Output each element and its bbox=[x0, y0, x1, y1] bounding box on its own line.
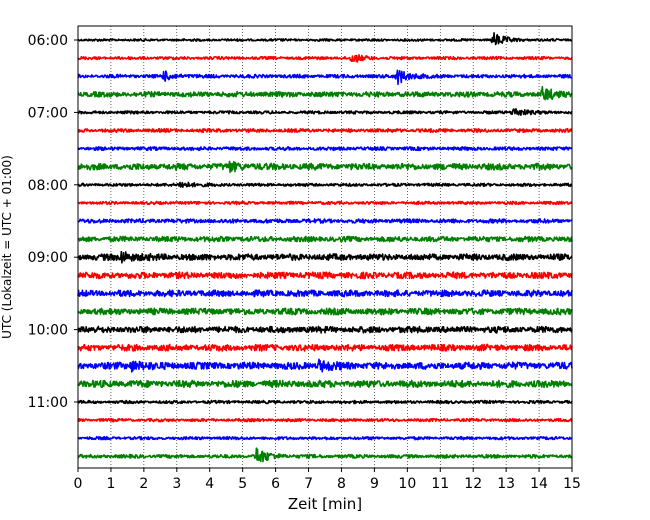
seismogram-trace bbox=[77, 69, 573, 86]
trace-group bbox=[77, 32, 573, 463]
x-tick-label: 1 bbox=[106, 476, 115, 492]
x-tick-label: 6 bbox=[271, 476, 280, 492]
seismogram-trace bbox=[77, 379, 573, 389]
y-tick-label: 09:00 bbox=[28, 250, 68, 266]
x-axis: 0 1 2 3 4 5 6 7 8 9 10 11 12 13 14 15 bbox=[74, 468, 581, 492]
x-tick-label: 8 bbox=[337, 476, 346, 492]
plot-frame bbox=[77, 25, 573, 469]
seismogram-trace bbox=[77, 289, 573, 298]
seismogram-trace bbox=[77, 107, 573, 116]
seismogram-trace bbox=[77, 325, 573, 334]
x-tick-label: 11 bbox=[431, 476, 449, 492]
x-tick-label: 5 bbox=[238, 476, 247, 492]
x-tick-label: 7 bbox=[304, 476, 313, 492]
seismogram-trace bbox=[77, 343, 573, 352]
seismogram-trace bbox=[77, 32, 573, 46]
x-tick-label: 9 bbox=[370, 476, 379, 492]
x-tick-label: 15 bbox=[563, 476, 581, 492]
seismogram-trace bbox=[77, 358, 573, 373]
seismogram-trace bbox=[77, 146, 573, 152]
seismogram-trace bbox=[77, 307, 573, 316]
y-tick-label: 08:00 bbox=[28, 178, 68, 194]
x-tick-label: 0 bbox=[74, 476, 83, 492]
x-tick-label: 14 bbox=[530, 476, 548, 492]
x-tick-label: 12 bbox=[464, 476, 482, 492]
y-tick-label: 10:00 bbox=[28, 323, 68, 339]
seismogram-trace bbox=[77, 235, 573, 243]
x-axis-title: Zeit [min] bbox=[288, 495, 362, 513]
seismogram-trace bbox=[77, 53, 573, 63]
y-axis: 06:00 07:00 08:00 09:00 10:00 11:00 bbox=[28, 33, 78, 411]
seismogram-trace bbox=[77, 218, 573, 224]
seismogram-trace bbox=[77, 435, 573, 441]
seismogram-trace bbox=[77, 200, 573, 206]
x-tick-label: 2 bbox=[139, 476, 148, 492]
seismogram-trace bbox=[77, 160, 573, 174]
x-tick-label: 10 bbox=[398, 476, 416, 492]
seismogram-trace bbox=[77, 181, 573, 189]
y-tick-label: 11:00 bbox=[28, 395, 68, 411]
seismogram-trace bbox=[77, 417, 573, 423]
seismogram-trace bbox=[77, 447, 573, 463]
y-axis-title: UTC (Lokalzeit = UTC + 01:00) bbox=[0, 155, 14, 339]
y-tick-label: 06:00 bbox=[28, 33, 68, 49]
seismogram-trace bbox=[77, 250, 573, 264]
x-tick-label: 13 bbox=[497, 476, 515, 492]
x-tick-label: 3 bbox=[172, 476, 181, 492]
seismogram-trace bbox=[77, 399, 573, 405]
seismogram-trace bbox=[77, 127, 573, 134]
seismogram-trace bbox=[77, 85, 573, 101]
seismogram-trace bbox=[77, 271, 573, 280]
y-tick-label: 07:00 bbox=[28, 105, 68, 121]
x-tick-label: 4 bbox=[205, 476, 214, 492]
